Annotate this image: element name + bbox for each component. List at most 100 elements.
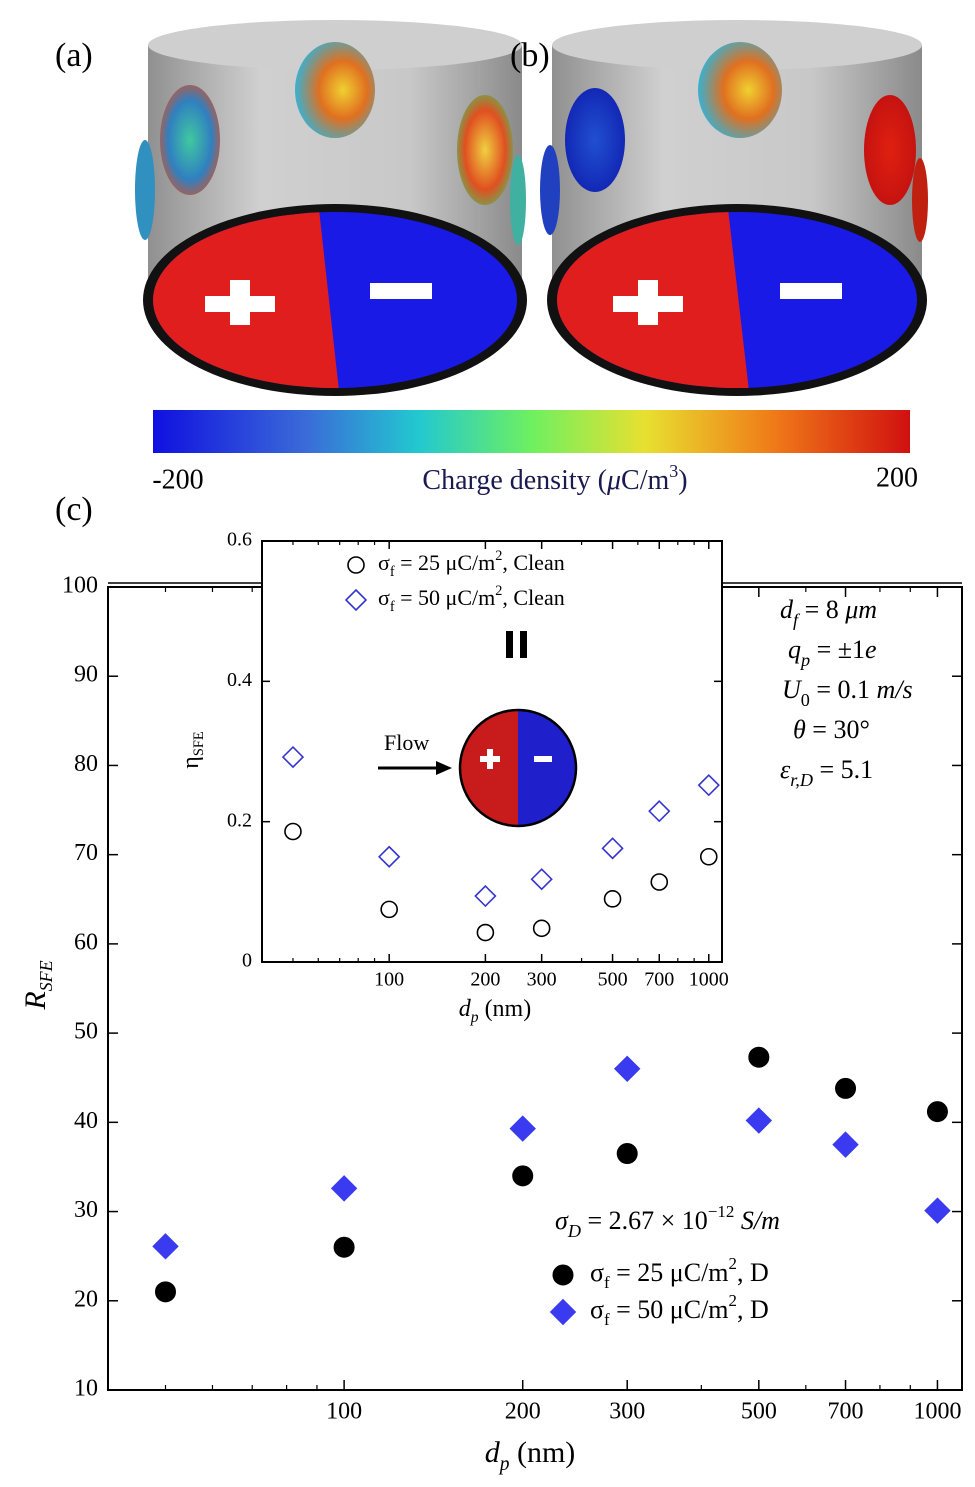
point bbox=[924, 1197, 951, 1224]
text-part: p bbox=[470, 1009, 479, 1026]
annotation: σD = 2.67 × 10−12 S/m bbox=[555, 1202, 780, 1241]
text-part: ε bbox=[780, 755, 791, 784]
text-part: = 30° bbox=[806, 715, 870, 744]
point bbox=[603, 890, 622, 908]
legend-marker bbox=[552, 1264, 574, 1286]
point bbox=[613, 1055, 641, 1083]
point bbox=[378, 845, 401, 868]
panel-label: (c) bbox=[55, 491, 93, 528]
text-part: , D bbox=[737, 1258, 769, 1287]
text-part: U bbox=[782, 675, 803, 704]
text-part: q bbox=[788, 635, 801, 664]
y-tick-label: 0 bbox=[242, 950, 252, 972]
y-tick-label: 10 bbox=[74, 1376, 98, 1402]
flow-arrowhead bbox=[436, 761, 452, 775]
text-part: σ bbox=[378, 550, 390, 575]
text-part: θ bbox=[793, 715, 806, 744]
point bbox=[474, 884, 497, 908]
point bbox=[601, 837, 624, 860]
y-tick-label: 70 bbox=[74, 840, 98, 866]
text-part: = 0.1 bbox=[810, 675, 877, 704]
point bbox=[333, 1236, 355, 1258]
y-tick-label: 100 bbox=[62, 573, 98, 599]
fiber-bar bbox=[520, 631, 527, 658]
point bbox=[530, 868, 553, 891]
text-part: σ bbox=[555, 1206, 569, 1235]
x-tick-label: 700 bbox=[828, 1398, 864, 1424]
y-tick-label: 90 bbox=[74, 662, 98, 688]
text-part: e bbox=[865, 635, 877, 664]
flow-label: Flow bbox=[384, 730, 429, 755]
text-part: (nm) bbox=[509, 1436, 575, 1469]
x-axis-label: dp (nm) bbox=[459, 996, 531, 1027]
text-part: D bbox=[567, 1221, 581, 1241]
point bbox=[281, 745, 305, 769]
text-part: = 5.1 bbox=[813, 755, 873, 784]
minus bbox=[534, 756, 552, 762]
annotation: εr,D = 5.1 bbox=[780, 755, 873, 790]
text-part: ) bbox=[678, 465, 687, 496]
y-tick-label: 0.6 bbox=[227, 529, 252, 551]
text-part: , Clean bbox=[502, 550, 564, 575]
y-tick-label: 40 bbox=[74, 1108, 98, 1134]
text-part: r,D bbox=[790, 770, 813, 790]
x-axis-label: dp (nm) bbox=[485, 1436, 576, 1475]
legend-marker bbox=[347, 556, 365, 574]
text-part: 2 bbox=[495, 583, 502, 599]
legend-marker bbox=[344, 588, 368, 612]
annotations: df = 8 μm qp = ±1e U0 = 0.1 m/s θ = 30° … bbox=[555, 595, 913, 1241]
y-tick-label: 0.4 bbox=[227, 669, 252, 691]
legend-label: σf = 25 μC/m2, D bbox=[590, 1254, 769, 1292]
fiber-bar bbox=[506, 631, 513, 658]
x-tick-label: 300 bbox=[527, 969, 557, 991]
text-part: f bbox=[793, 610, 801, 630]
text-part: μ bbox=[606, 465, 621, 496]
text-part: S/m bbox=[734, 1206, 780, 1235]
text-part: R bbox=[19, 991, 52, 1010]
text-part: SFE bbox=[191, 731, 207, 756]
y-axis-label: ηSFE bbox=[178, 731, 208, 769]
point bbox=[832, 1131, 859, 1158]
text-part: η bbox=[178, 756, 204, 769]
annotation: qp = ±1e bbox=[788, 635, 877, 670]
x-tick-label: 200 bbox=[505, 1398, 541, 1424]
text-part: 2 bbox=[729, 1291, 737, 1310]
text-part: = 8 bbox=[798, 595, 845, 624]
text-part: = ±1 bbox=[810, 635, 865, 664]
text-part: (nm) bbox=[479, 996, 532, 1022]
annotation: θ = 30° bbox=[793, 715, 870, 744]
x-tick-label: 100 bbox=[326, 1398, 362, 1424]
x-tick-label: 500 bbox=[741, 1398, 777, 1424]
fiber-outline bbox=[458, 708, 578, 828]
y-tick-label: 50 bbox=[74, 1019, 98, 1045]
text-part: = 50 μC/m bbox=[610, 1295, 729, 1324]
text-part: , Clean bbox=[502, 585, 564, 610]
point bbox=[616, 1143, 638, 1165]
y-axis-label: RSFE bbox=[19, 960, 56, 1010]
text-part: σ bbox=[590, 1258, 604, 1287]
render-b bbox=[540, 20, 928, 396]
text-part: σ bbox=[378, 585, 390, 610]
text-part: d bbox=[459, 996, 472, 1022]
text-part: μm bbox=[844, 595, 877, 624]
text-part: σ bbox=[590, 1295, 604, 1324]
x-tick-label: 200 bbox=[470, 969, 500, 991]
point bbox=[330, 1175, 358, 1202]
point bbox=[748, 1046, 770, 1068]
x-tick-label: 1000 bbox=[913, 1398, 961, 1424]
point bbox=[154, 1281, 176, 1303]
legend-marker bbox=[549, 1298, 577, 1326]
inset-chart: 0 0.2 0.4 0.6 100 200 300 500 700 1000 dp (nm) ηSFE… bbox=[178, 529, 729, 1026]
point bbox=[509, 1115, 536, 1142]
text-part: 2 bbox=[495, 548, 502, 564]
text-part: SFE bbox=[36, 960, 56, 991]
colorbar-max: 200 bbox=[876, 462, 918, 493]
annotation: U0 = 0.1 m/s bbox=[782, 675, 913, 710]
text-part: f bbox=[604, 1310, 610, 1329]
point bbox=[380, 900, 398, 919]
text-part: = 2.67 × 10 bbox=[581, 1206, 708, 1235]
fiber-half bbox=[518, 710, 576, 826]
point bbox=[476, 923, 495, 942]
point bbox=[699, 847, 718, 866]
